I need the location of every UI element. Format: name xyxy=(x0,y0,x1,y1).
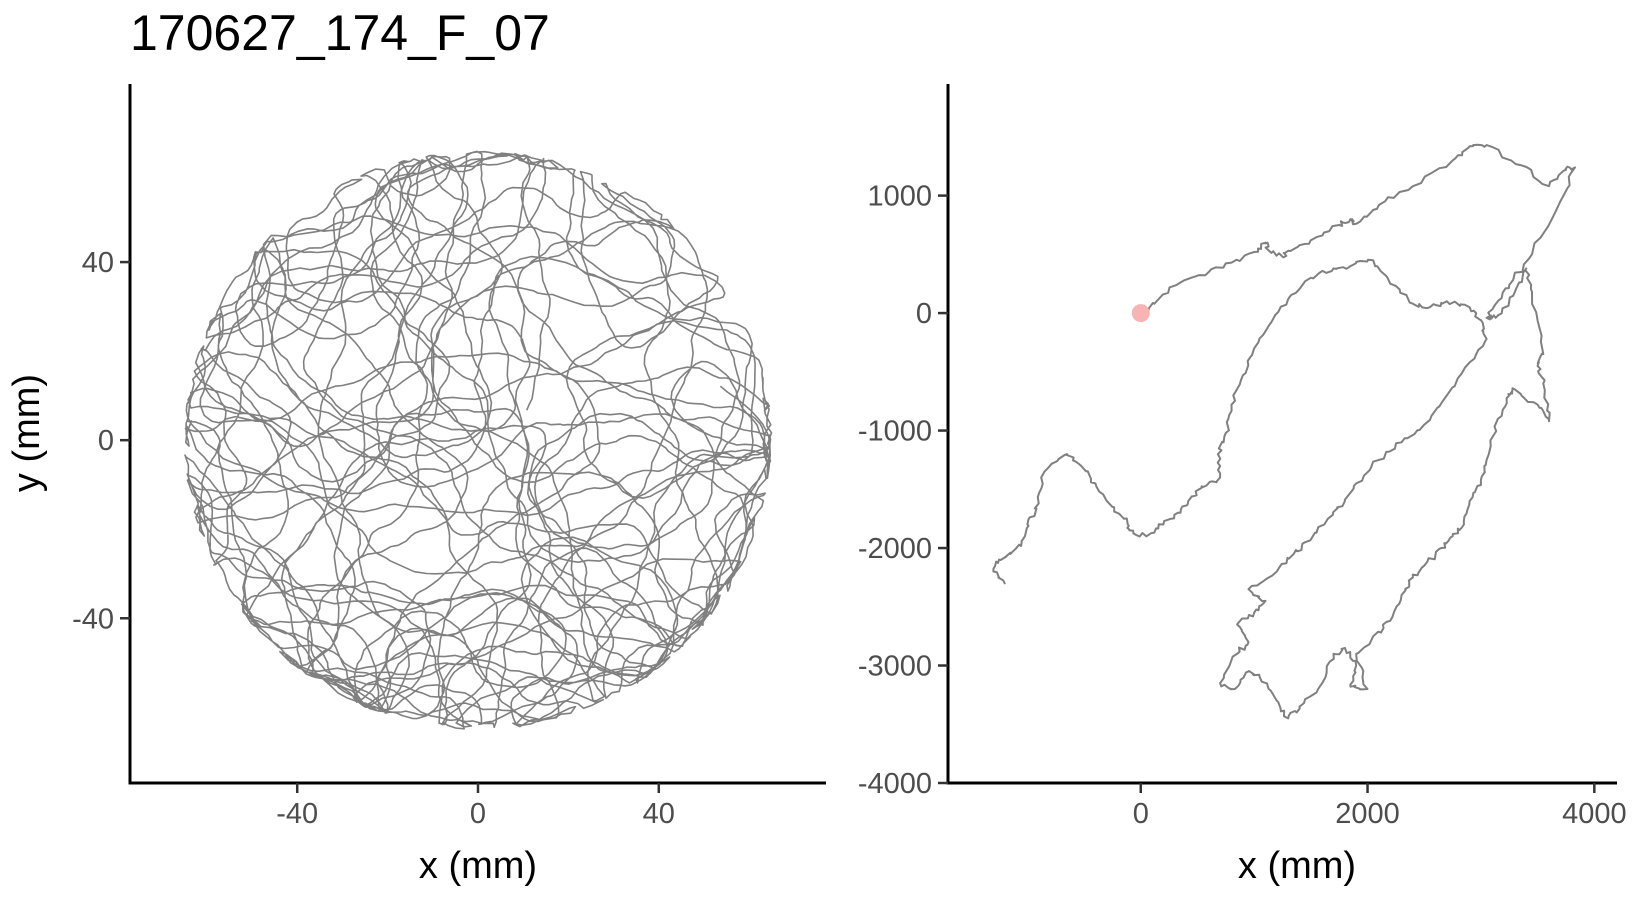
start-point-marker xyxy=(1131,304,1150,323)
chart-title: 170627_174_F_07 xyxy=(130,5,550,61)
y-tick-label: -2000 xyxy=(858,533,932,565)
left-y-axis-title: y (mm) xyxy=(6,374,48,492)
y-tick-label: -1000 xyxy=(858,416,932,448)
y-tick-label: 0 xyxy=(98,425,114,457)
left-panel-arena-trajectory: -40 0 40 -40 0 40 x (mm) y (mm) xyxy=(6,84,826,887)
x-tick-label: 4000 xyxy=(1562,798,1627,830)
arena-trajectory-line xyxy=(184,150,773,730)
y-tick-label: 40 xyxy=(82,247,114,279)
cumulative-path-trace xyxy=(992,143,1576,720)
cumulative-path-line xyxy=(992,143,1576,720)
x-tick-label: 0 xyxy=(1133,798,1149,830)
left-x-axis-title: x (mm) xyxy=(419,845,537,887)
y-tick-label: 1000 xyxy=(867,181,932,213)
x-tick-label: 2000 xyxy=(1335,798,1400,830)
arena-trajectory-trace xyxy=(184,150,773,730)
right-axis-ticks: 0 2000 4000 -4000 -3000 -2000 -1000 0 1000 xyxy=(858,181,1627,830)
y-tick-label: 0 xyxy=(916,298,932,330)
x-tick-label: 40 xyxy=(643,798,675,830)
x-tick-label: -40 xyxy=(276,798,318,830)
y-tick-label: -3000 xyxy=(858,651,932,683)
right-x-axis-title: x (mm) xyxy=(1238,845,1356,887)
right-panel-cumulative-path: 0 2000 4000 -4000 -3000 -2000 -1000 0 1000 x (mm… xyxy=(858,84,1627,887)
y-tick-label: -4000 xyxy=(858,768,932,800)
x-tick-label: 0 xyxy=(470,798,486,830)
left-axis-ticks: -40 0 40 -40 0 40 xyxy=(72,247,675,830)
y-tick-label: -40 xyxy=(72,603,114,635)
